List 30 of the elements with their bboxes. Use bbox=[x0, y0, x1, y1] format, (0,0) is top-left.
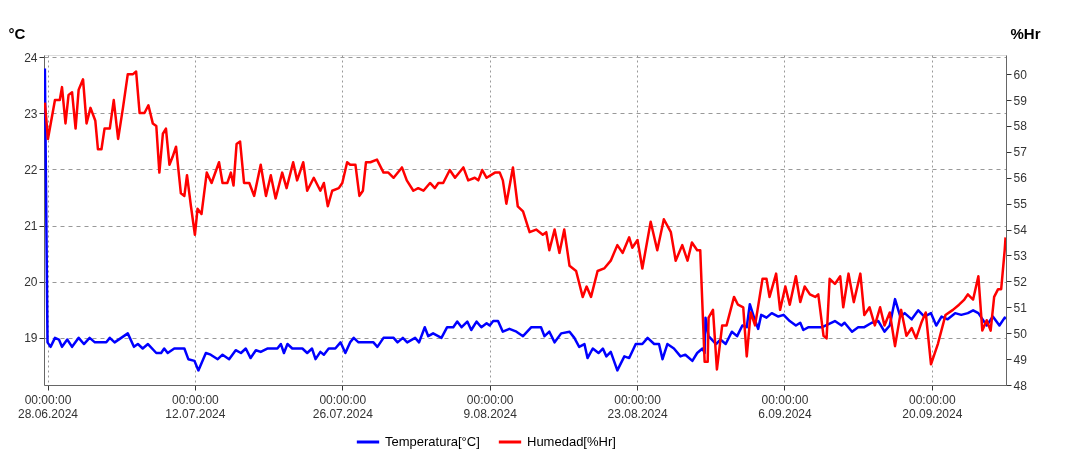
y2-tick-label: 57 bbox=[1013, 145, 1028, 160]
x-tick-label: 00:00:00 28.06.2024 bbox=[17, 392, 79, 421]
x-tick-label: 00:00:00 26.07.2024 bbox=[312, 392, 374, 421]
y2-tick-label: 55 bbox=[1013, 197, 1028, 212]
y2-tick-label: 50 bbox=[1013, 326, 1028, 341]
y-tick-label: 21 bbox=[24, 219, 38, 234]
y2-tick-label: 56 bbox=[1013, 171, 1028, 186]
legend-label: Humedad[%Hr] bbox=[527, 434, 616, 449]
y2-tick-label: 60 bbox=[1013, 67, 1028, 82]
y2-tick-label: 54 bbox=[1013, 223, 1028, 238]
x-tick-label: 00:00:00 12.07.2024 bbox=[165, 392, 226, 421]
legend-label: Temperatura[°C] bbox=[385, 434, 480, 449]
y2-tick-label: 59 bbox=[1013, 93, 1028, 108]
y2-tick-label: 48 bbox=[1013, 378, 1028, 393]
y2-tick-label: 49 bbox=[1013, 352, 1028, 367]
y2-axis-title: %Hr bbox=[1010, 24, 1041, 42]
y-tick-label: 24 bbox=[24, 50, 38, 65]
y-tick-label: 20 bbox=[24, 275, 38, 290]
y-tick-label: 23 bbox=[24, 106, 38, 121]
y2-tick-label: 52 bbox=[1013, 274, 1028, 289]
y2-tick-label: 58 bbox=[1013, 119, 1028, 134]
x-tick-label: 00:00:00 9.08.2024 bbox=[463, 392, 518, 421]
x-tick-label: 00:00:00 6.09.2024 bbox=[758, 392, 812, 421]
y-axis-title: °C bbox=[8, 24, 26, 42]
y-tick-label: 22 bbox=[24, 162, 38, 177]
x-tick-label: 00:00:00 20.09.2024 bbox=[902, 392, 963, 421]
y-tick-label: 19 bbox=[24, 331, 38, 346]
x-tick-label: 00:00:00 23.08.2024 bbox=[607, 392, 668, 421]
y2-tick-label: 53 bbox=[1013, 248, 1028, 263]
y2-tick-label: 51 bbox=[1013, 300, 1028, 315]
